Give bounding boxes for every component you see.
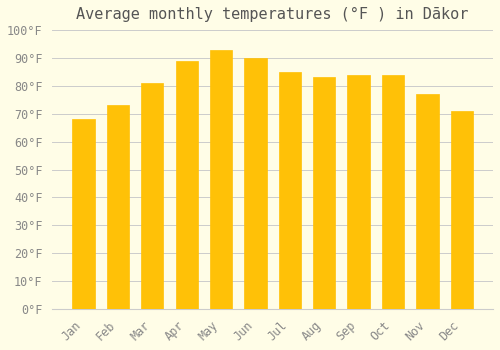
Bar bbox=[176, 61, 198, 309]
Bar bbox=[313, 77, 336, 309]
Bar bbox=[278, 72, 301, 309]
Bar bbox=[141, 83, 164, 309]
Bar bbox=[244, 58, 266, 309]
Bar bbox=[450, 111, 473, 309]
Bar bbox=[348, 75, 370, 309]
Title: Average monthly temperatures (°F ) in Dākor: Average monthly temperatures (°F ) in Dā… bbox=[76, 7, 469, 22]
Bar bbox=[382, 75, 404, 309]
Bar bbox=[416, 94, 438, 309]
Bar bbox=[72, 119, 94, 309]
Bar bbox=[106, 105, 129, 309]
Bar bbox=[210, 50, 233, 309]
